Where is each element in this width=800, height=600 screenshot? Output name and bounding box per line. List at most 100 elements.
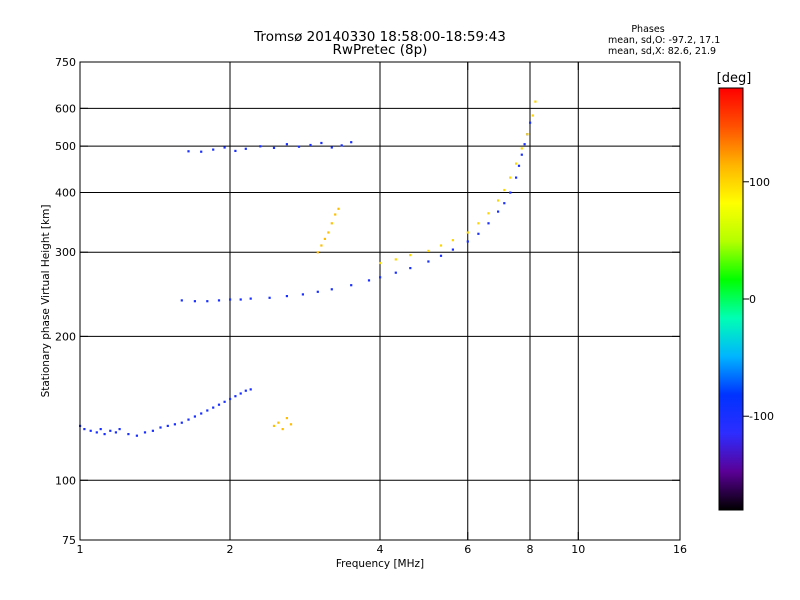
data-points	[79, 100, 537, 437]
data-point	[477, 222, 480, 225]
data-point	[239, 392, 242, 395]
data-point	[526, 133, 529, 136]
data-point	[523, 143, 526, 146]
data-point	[337, 207, 340, 210]
stats-header: Phases	[631, 24, 664, 35]
data-point	[272, 424, 276, 427]
data-point	[272, 146, 276, 149]
data-point	[239, 298, 242, 301]
data-point	[173, 423, 176, 426]
data-point	[212, 406, 215, 409]
y-axis-ticks: 75 100 200 300 400 500 600 750	[55, 56, 680, 547]
data-point	[409, 267, 412, 270]
data-point	[427, 249, 430, 252]
data-point	[223, 146, 226, 149]
data-point	[323, 237, 326, 240]
x-tick-label: 4	[377, 543, 384, 556]
data-point	[289, 423, 293, 426]
data-point	[200, 412, 203, 415]
data-point	[497, 210, 500, 213]
data-point	[83, 428, 86, 431]
y-tick-label: 750	[55, 56, 76, 69]
y-tick-label: 100	[55, 474, 76, 487]
data-point	[285, 143, 288, 146]
data-point	[477, 232, 480, 235]
data-point	[320, 141, 323, 145]
data-point	[95, 431, 98, 434]
data-point	[193, 415, 196, 418]
data-point	[487, 222, 490, 225]
colorbar-tick-label: 100	[749, 176, 770, 189]
data-point	[99, 428, 102, 431]
data-point	[259, 145, 262, 148]
data-point	[217, 403, 221, 406]
data-point	[187, 418, 190, 421]
data-point	[330, 288, 333, 291]
data-point	[285, 295, 288, 298]
y-tick-label: 300	[55, 246, 76, 259]
data-point	[166, 424, 169, 427]
x-tick-label: 8	[527, 543, 534, 556]
data-point	[509, 191, 512, 194]
data-point	[320, 244, 323, 247]
gridlines	[80, 62, 680, 540]
data-point	[309, 143, 312, 147]
x-tick-label: 10	[571, 543, 585, 556]
data-point	[466, 231, 469, 234]
colorbar-tick-label: -100	[749, 410, 774, 423]
data-point	[285, 417, 288, 420]
x-axis-label: Frequency [MHz]	[336, 558, 424, 570]
data-point	[234, 395, 237, 398]
data-point	[151, 429, 154, 432]
x-axis-ticks: 1 2 4 6 8 10 16	[77, 62, 687, 556]
chart-subtitle: RwPretec (8p)	[333, 42, 428, 58]
data-point	[206, 409, 209, 412]
data-point	[379, 261, 382, 265]
data-point	[515, 162, 518, 165]
data-point	[297, 145, 301, 148]
data-point	[409, 254, 412, 257]
data-point	[193, 300, 196, 303]
data-point	[249, 388, 252, 391]
data-point	[316, 251, 319, 254]
data-point	[451, 248, 454, 251]
x-tick-label: 6	[464, 543, 471, 556]
data-point	[497, 199, 500, 202]
colorbar-ticks: -100 0 100	[743, 176, 774, 423]
data-point	[451, 239, 454, 242]
data-point	[229, 397, 232, 401]
data-point	[109, 429, 112, 432]
data-point	[394, 258, 397, 261]
colorbar-label: [deg]	[717, 71, 752, 86]
data-point	[180, 299, 183, 302]
data-point	[327, 231, 330, 234]
data-point	[244, 147, 247, 150]
data-point	[118, 428, 121, 431]
data-point	[330, 146, 333, 149]
data-point	[244, 389, 247, 392]
data-point	[529, 121, 532, 124]
data-point	[206, 300, 209, 303]
data-point	[249, 297, 252, 300]
data-point	[517, 164, 521, 167]
data-point	[316, 290, 319, 293]
data-point	[466, 240, 469, 243]
data-point	[503, 202, 506, 205]
data-point	[439, 244, 443, 247]
data-point	[487, 212, 490, 215]
data-point	[159, 426, 162, 429]
data-point	[229, 298, 232, 301]
data-point	[212, 148, 215, 151]
stats-line-o: mean, sd,O: -97.2, 17.1	[608, 35, 720, 46]
data-point	[277, 421, 280, 424]
data-point	[143, 431, 147, 434]
data-point	[301, 293, 304, 296]
data-point	[503, 188, 506, 192]
data-point	[268, 296, 271, 299]
colorbar	[718, 87, 744, 511]
data-point	[534, 100, 537, 103]
x-tick-label: 2	[227, 543, 234, 556]
data-point	[114, 431, 117, 434]
x-tick-label: 16	[673, 543, 687, 556]
